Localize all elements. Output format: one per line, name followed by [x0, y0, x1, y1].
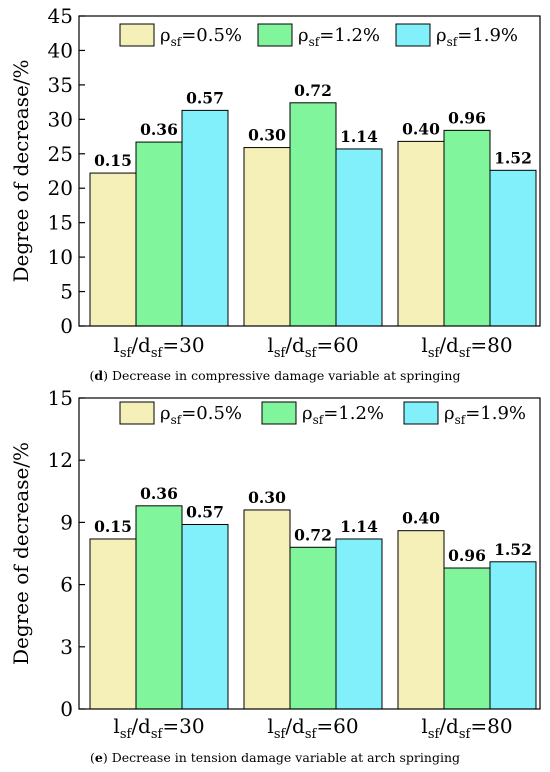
category-label-d-2: lsf/dsf=80: [421, 333, 512, 361]
data-label-d-s2-c1: 1.14: [340, 127, 378, 146]
y-tick-label-d-4: 20: [48, 176, 73, 200]
plot-frame-d: [78, 15, 541, 327]
category-label-d-1: lsf/dsf=60: [267, 333, 358, 361]
data-label-e-s0-c2: 0.40: [402, 509, 440, 528]
y-tick-label-d-1: 5: [60, 280, 73, 304]
data-label-d-s1-c0: 0.36: [140, 120, 178, 139]
y-tick-label-d-5: 25: [48, 142, 73, 166]
plot-frame-e: [78, 397, 541, 710]
legend-label-e-1: ρsf=1.2%: [302, 403, 384, 427]
y-tick-label-d-6: 30: [48, 107, 73, 131]
chart-panel-d: 0.15 0.30 0.40 0.36 0.72 0.96 0.57 1.14 1.52 0 5 10…: [9, 4, 541, 361]
y-tick-label-e-0: 0: [60, 697, 73, 721]
category-label-d-0: lsf/dsf=30: [113, 333, 204, 361]
data-label-e-s1-c0: 0.36: [140, 484, 178, 503]
data-label-e-s2-c0: 0.57: [186, 502, 224, 521]
data-label-d-s0-c0: 0.15: [94, 151, 132, 170]
data-label-d-s1-c2: 0.96: [448, 108, 486, 127]
bar-e-s0-c2: [397, 530, 445, 710]
y-tick-label-e-3: 9: [60, 510, 73, 534]
bar-d-s2-c2: [489, 169, 537, 327]
data-label-d-s2-c0: 0.57: [186, 88, 224, 107]
y-tick-label-e-2: 6: [60, 573, 73, 597]
chart-panel-e: 0.15 0.30 0.40 0.36 0.72 0.96 0.57 1.14 1.52 0 3 6 9…: [9, 386, 541, 742]
y-tick-label-e-4: 12: [48, 448, 73, 472]
y-axis-title-e: Degree of decrease/%: [9, 442, 33, 665]
category-label-e-0: lsf/dsf=30: [113, 714, 204, 742]
bar-d-s1-c2: [443, 129, 491, 327]
legend-swatch-d-1: [257, 23, 293, 47]
legend-label-d-0: ρsf=0.5%: [160, 25, 242, 49]
data-label-d-s0-c1: 0.30: [248, 126, 286, 145]
bar-e-s2-c2: [489, 561, 537, 710]
bar-d-s1-c0: [135, 141, 183, 327]
y-tick-label-e-5: 15: [48, 386, 73, 410]
data-label-d-s2-c2: 1.52: [494, 148, 532, 167]
bar-d-s0-c0: [89, 172, 137, 327]
legend-label-d-1: ρsf=1.2%: [298, 25, 380, 49]
y-tick-label-e-1: 3: [60, 635, 73, 659]
y-tick-label-d-0: 0: [60, 314, 73, 338]
legend-swatch-d-2: [395, 23, 431, 47]
bar-d-s0-c1: [243, 147, 291, 327]
bar-e-s0-c1: [243, 509, 291, 710]
legend-swatch-e-2: [403, 401, 439, 425]
data-label-d-s0-c2: 0.40: [402, 119, 440, 138]
bar-e-s1-c0: [135, 505, 183, 710]
legend-label-e-0: ρsf=0.5%: [160, 403, 242, 427]
data-label-e-s1-c2: 0.96: [448, 546, 486, 565]
data-label-d-s1-c1: 0.72: [294, 81, 332, 100]
bar-e-s2-c1: [335, 538, 383, 710]
y-axis-title-d: Degree of decrease/%: [9, 59, 33, 282]
bar-e-s1-c1: [289, 546, 337, 710]
data-label-e-s0-c1: 0.30: [248, 488, 286, 507]
y-tick-label-d-8: 40: [48, 38, 73, 62]
caption-d: (d) Decrease in compressive damage varia…: [89, 368, 461, 383]
bar-d-s1-c1: [289, 102, 337, 327]
bar-e-s2-c0: [181, 523, 229, 710]
legend-label-e-2: ρsf=1.9%: [444, 403, 526, 427]
caption-e: (e) Decrease in tension damage variable …: [89, 750, 461, 765]
legend-label-d-2: ρsf=1.9%: [436, 25, 518, 49]
data-label-e-s0-c0: 0.15: [94, 517, 132, 536]
data-label-e-s1-c1: 0.72: [294, 525, 332, 544]
y-tick-label-d-9: 45: [48, 4, 73, 28]
data-label-e-s2-c2: 1.52: [494, 540, 532, 559]
bar-e-s1-c2: [443, 567, 491, 710]
bar-d-s0-c2: [397, 140, 445, 327]
category-label-e-2: lsf/dsf=80: [421, 714, 512, 742]
bar-d-s2-c1: [335, 148, 383, 327]
legend-swatch-d-0: [119, 23, 155, 47]
y-tick-label-d-7: 35: [48, 73, 73, 97]
y-tick-label-d-3: 15: [48, 211, 73, 235]
category-label-e-1: lsf/dsf=60: [267, 714, 358, 742]
legend-swatch-e-1: [261, 401, 297, 425]
bar-e-s0-c0: [89, 538, 137, 710]
y-tick-label-d-2: 10: [48, 245, 73, 269]
bar-d-s2-c0: [181, 109, 229, 327]
data-label-e-s2-c1: 1.14: [340, 517, 378, 536]
legend-swatch-e-0: [119, 401, 155, 425]
